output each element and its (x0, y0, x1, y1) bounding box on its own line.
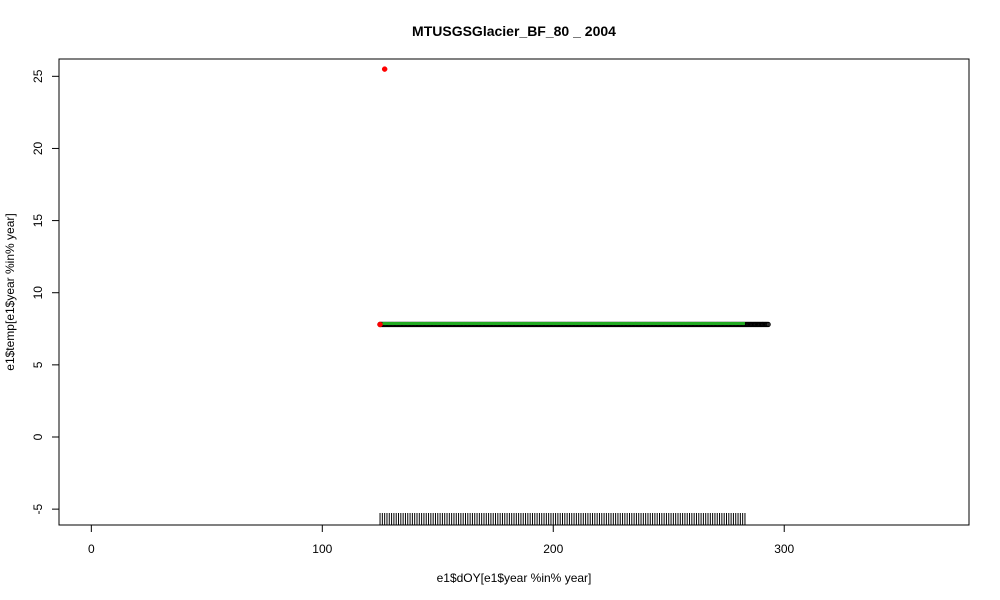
y-tick-label: 25 (31, 69, 45, 83)
y-tick-label: 15 (31, 214, 45, 228)
y-tick-label: 5 (31, 361, 45, 368)
highlight-points (377, 66, 388, 328)
x-axis: 0 100 200 300 (88, 524, 795, 556)
y-tick-label: 20 (31, 141, 45, 155)
plot-frame (58, 58, 970, 526)
y-axis-label: e1$temp[e1$year %in% year] (3, 213, 17, 370)
x-tick-label: 200 (543, 542, 563, 556)
y-tick-label: 10 (31, 286, 45, 300)
y-axis: -5 0 5 10 15 20 25 (31, 69, 60, 514)
x-tick-label: 300 (774, 542, 794, 556)
data-point (765, 321, 771, 328)
rug-marks (379, 513, 746, 525)
highlight-point (377, 321, 383, 328)
x-tick-label: 100 (312, 542, 332, 556)
highlight-point (381, 66, 388, 72)
x-tick-label: 0 (88, 542, 95, 556)
y-tick-label: -5 (31, 503, 45, 514)
x-axis-label: e1$dOY[e1$year %in% year] (437, 571, 592, 585)
chart-title: MTUSGSGlacier_BF_80 _ 2004 (412, 23, 616, 39)
y-tick-label: 0 (31, 433, 45, 440)
